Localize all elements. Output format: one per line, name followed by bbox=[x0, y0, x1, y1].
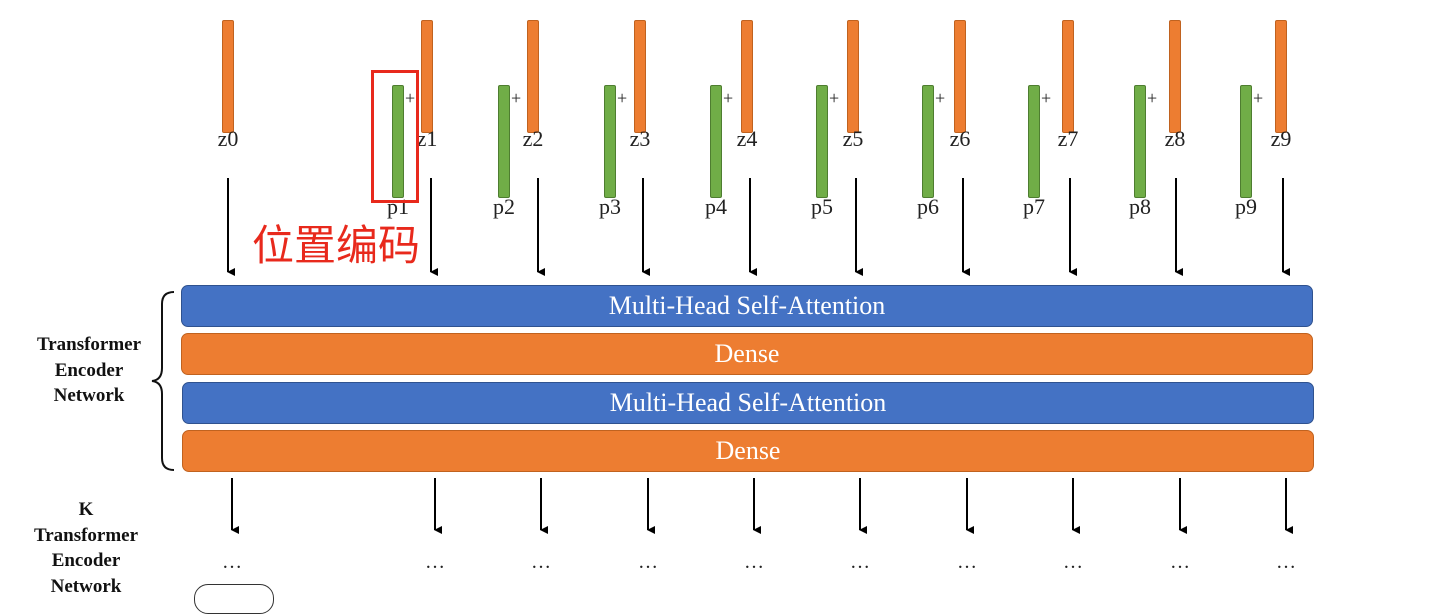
input-arrows bbox=[227, 178, 1290, 276]
z-label: z2 bbox=[522, 126, 544, 151]
attention-layer-1: Multi-Head Self-Attention bbox=[181, 285, 1313, 327]
k-encoder-network-label: K Transformer Encoder Network bbox=[16, 497, 156, 599]
ellipsis: … bbox=[850, 551, 870, 573]
p-label: p8 bbox=[1129, 194, 1151, 219]
ellipsis: … bbox=[744, 551, 764, 573]
plus-sign: + bbox=[405, 88, 416, 108]
z-bar bbox=[421, 20, 433, 133]
k-encoder-label-line: Transformer bbox=[33, 524, 139, 546]
p-label: p5 bbox=[811, 194, 833, 219]
z-label: z3 bbox=[629, 126, 651, 151]
encoder-label-line: Encoder bbox=[54, 359, 124, 381]
ellipsis: … bbox=[957, 551, 977, 573]
p-bar bbox=[604, 85, 616, 198]
z-bar bbox=[847, 20, 859, 133]
z-bar bbox=[634, 20, 646, 133]
output-arrows bbox=[231, 478, 1293, 534]
p-bar bbox=[816, 85, 828, 198]
z-label: z1 bbox=[416, 126, 438, 151]
z-label: z5 bbox=[842, 126, 864, 151]
p-bar bbox=[1240, 85, 1252, 198]
ellipsis: … bbox=[222, 551, 242, 573]
k-encoder-label-line: Network bbox=[50, 575, 122, 597]
p-label: p7 bbox=[1023, 194, 1045, 219]
dense-layer-1: Dense bbox=[181, 333, 1313, 375]
vit-encoder-diagram: z0 z1 p1 + z2 p2 + z3 p3 + z4 p4 + z5 p5 + z6 p6 + z7 p7 + z8… bbox=[16, 20, 1314, 614]
plus-sign: + bbox=[723, 88, 734, 108]
z-bar bbox=[222, 20, 234, 133]
positional-encoding-annotation: 位置编码 bbox=[252, 221, 421, 270]
encoder-label-line: Transformer bbox=[36, 334, 142, 355]
plus-sign: + bbox=[1147, 88, 1158, 108]
z-label: z4 bbox=[736, 126, 758, 151]
p-bar bbox=[710, 85, 722, 198]
z-bar bbox=[1275, 20, 1287, 133]
plus-sign: + bbox=[935, 88, 946, 108]
z-bar bbox=[1062, 20, 1074, 133]
next-block-outline bbox=[194, 584, 274, 614]
p-label: p3 bbox=[599, 194, 621, 219]
plus-sign: + bbox=[829, 88, 840, 108]
ellipsis: … bbox=[1063, 551, 1083, 573]
p-bar bbox=[922, 85, 934, 198]
p-bar bbox=[1134, 85, 1146, 198]
plus-sign: + bbox=[511, 88, 522, 108]
dense-layer-2: Dense bbox=[182, 430, 1314, 472]
z-label: z6 bbox=[949, 126, 971, 151]
z-bar bbox=[527, 20, 539, 133]
encoder-network-label: Transformer Encoder Network bbox=[20, 332, 158, 409]
z-bar bbox=[741, 20, 753, 133]
z-label: z8 bbox=[1164, 126, 1186, 151]
left-brace bbox=[151, 291, 175, 471]
p-bar bbox=[392, 85, 404, 198]
p-label: p6 bbox=[917, 194, 939, 219]
z-bar bbox=[1169, 20, 1181, 133]
k-encoder-label-line: Encoder bbox=[51, 550, 121, 571]
ellipsis: … bbox=[638, 551, 658, 573]
arrow-layer bbox=[151, 178, 1293, 534]
ellipsis: … bbox=[425, 551, 445, 573]
p-label: p2 bbox=[493, 194, 515, 219]
p-label: p4 bbox=[705, 194, 727, 219]
p-bar bbox=[1028, 85, 1040, 198]
ellipsis: … bbox=[531, 551, 551, 573]
z-label: z7 bbox=[1057, 126, 1079, 151]
p-label: p9 bbox=[1235, 194, 1257, 219]
ellipsis: … bbox=[1170, 551, 1190, 573]
p-bar bbox=[498, 85, 510, 198]
plus-sign: + bbox=[617, 88, 628, 108]
plus-sign: + bbox=[1253, 88, 1264, 108]
encoder-label-line: Network bbox=[53, 385, 125, 406]
z-label: z0 bbox=[217, 126, 239, 151]
attention-layer-2: Multi-Head Self-Attention bbox=[182, 382, 1314, 424]
k-encoder-label-line: K bbox=[78, 499, 94, 520]
z-label: z9 bbox=[1270, 126, 1292, 151]
plus-sign: + bbox=[1041, 88, 1052, 108]
highlight-box bbox=[371, 70, 419, 203]
z-bar bbox=[954, 20, 966, 133]
ellipsis: … bbox=[1276, 551, 1296, 573]
